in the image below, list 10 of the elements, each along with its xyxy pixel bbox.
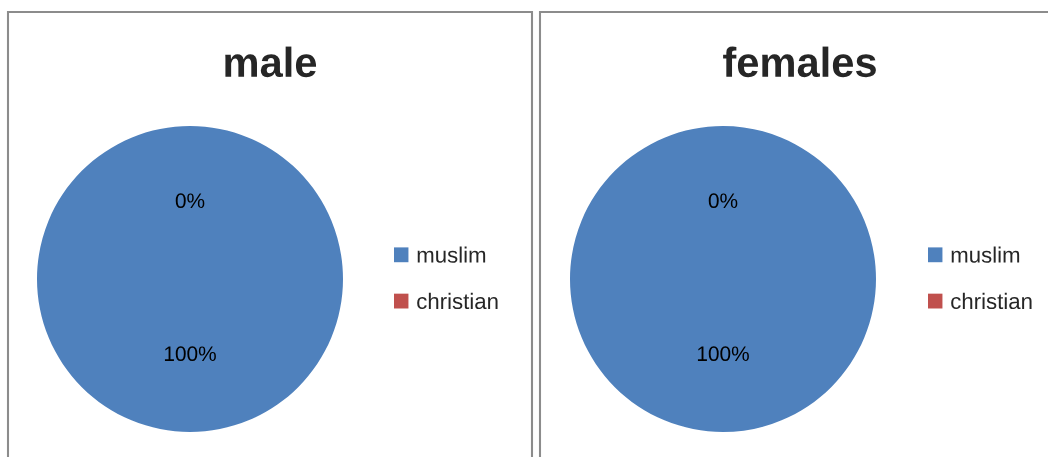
data-label: 100% xyxy=(697,346,749,362)
data-label: 100% xyxy=(164,346,216,362)
text: 0% xyxy=(708,193,738,209)
legend-label: christian xyxy=(951,292,1032,310)
legend-label: christian xyxy=(417,292,498,310)
text: 0% xyxy=(175,193,205,209)
legend-label: muslim xyxy=(951,246,1020,263)
chart-title: females xyxy=(723,46,876,78)
legend-label: muslim xyxy=(417,246,486,263)
chart-title: male xyxy=(225,46,317,78)
